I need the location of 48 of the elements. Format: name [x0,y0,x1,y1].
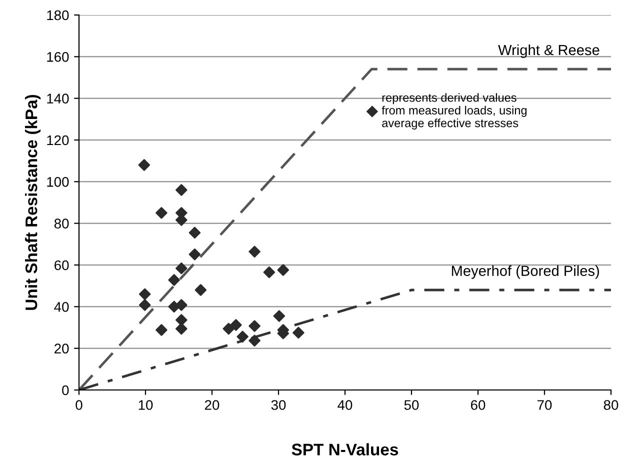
point [230,319,242,331]
point [248,334,260,347]
x-tick-label: 50 [404,400,419,410]
y-tick-label: 100 [47,177,69,187]
x-tick-label: 60 [470,400,486,410]
series-label: Meyerhof (Bored Piles) [452,265,599,279]
point [156,324,168,336]
point [263,266,276,278]
point [248,246,260,258]
x-tick-label: 0 [76,400,82,410]
y-tick-label: 140 [47,94,69,104]
x-tick-label: 80 [604,400,618,410]
point [222,322,235,335]
point [176,299,188,311]
x-axis-title: SPT N-Values [292,443,398,456]
point [176,184,188,196]
legend-label: represents derived values from measured loads, using average effective stresses [382,93,527,130]
x-tick-label: 10 [138,400,153,410]
point [194,284,207,296]
y-tick-label: 40 [54,302,69,312]
point [138,299,151,311]
point [277,264,290,276]
series-label: Wright & Reese [498,44,600,58]
y-tick-label: 180 [47,10,69,20]
point [176,314,188,326]
point [188,248,201,260]
y-tick-label: 60 [54,260,69,270]
point [236,330,248,343]
point [138,288,151,300]
point [188,226,201,239]
point [138,159,150,171]
x-tick-label: 30 [271,400,286,410]
y-tick-label: 160 [47,52,69,62]
x-tick-label: 20 [204,400,220,410]
point [176,262,188,274]
point [248,320,260,332]
y-axis-title: Unit Shaft Resistance (kPa) [25,94,41,310]
point [168,274,180,286]
y-tick-label: 0 [62,385,69,396]
x-tick-label: 40 [338,400,352,410]
point [292,326,304,339]
point [156,207,168,219]
x-tick-label: 70 [537,400,552,410]
point [273,310,286,322]
y-tick-label: 80 [54,218,69,229]
point [176,322,188,335]
y-tick-label: 120 [47,135,69,146]
y-tick-label: 20 [54,344,69,354]
